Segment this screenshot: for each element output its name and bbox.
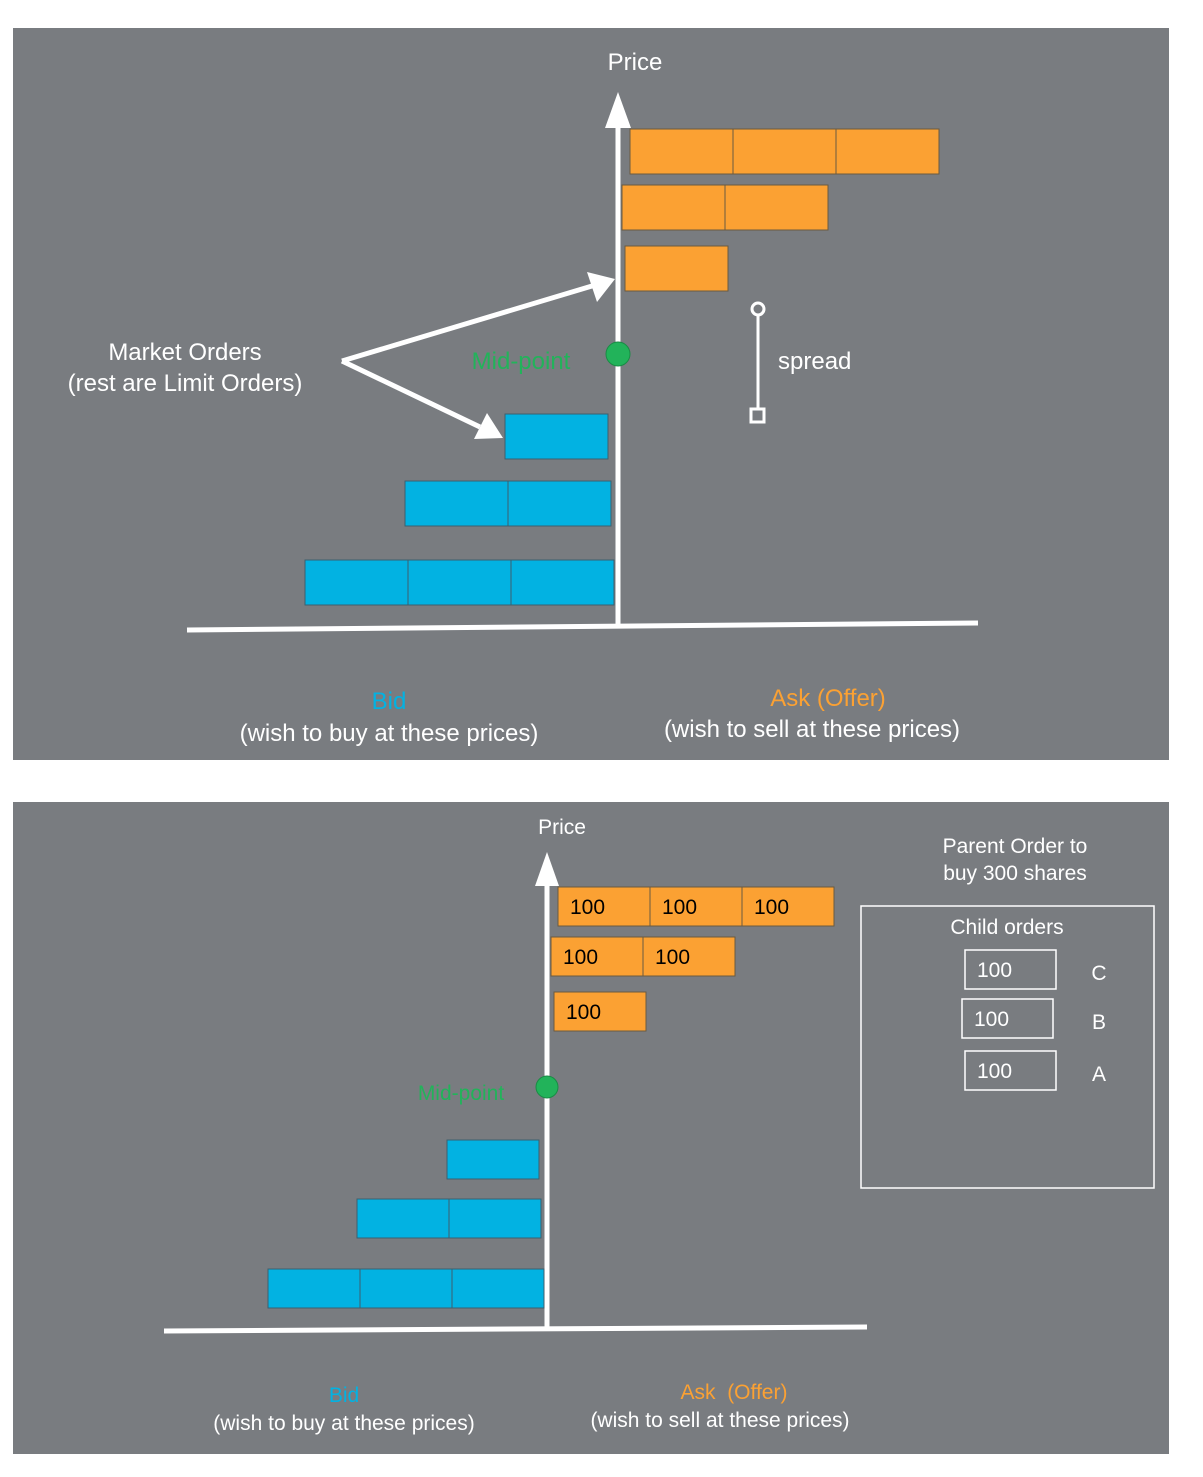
top-price-label: Price [608, 49, 663, 76]
top-ask-levels [621, 128, 940, 292]
bottom-bid-order-block [267, 1268, 361, 1309]
top-ask-subtitle: (wish to sell at these prices) [664, 716, 960, 743]
bottom-ask-order-qty: 100 [754, 896, 789, 919]
bottom-ask-order-block [741, 886, 835, 927]
market-order-arrowhead-ask [587, 272, 615, 302]
bottom-ask-order-block [642, 936, 736, 977]
market-order-arrow-bid [340, 358, 482, 430]
top-price-axis-arrowhead [605, 92, 631, 128]
spread-bottom-marker [749, 407, 766, 424]
top-bid-title: Bid [372, 688, 407, 715]
rest-limit-orders-label: (rest are Limit Orders) [68, 370, 303, 397]
child-orders-list: 100 C 100 B 100 A [961, 949, 1107, 1091]
parent-order-line2: buy 300 shares [943, 862, 1087, 885]
child-order-label: C [1091, 962, 1106, 985]
bottom-price-label: Price [538, 816, 586, 839]
bottom-bid-title: Bid [329, 1384, 359, 1407]
bottom-midpoint-dot [535, 1075, 559, 1099]
bottom-price-axis-arrowhead [535, 852, 559, 886]
top-ask-order-block [621, 184, 726, 231]
top-ask-order-block [835, 128, 940, 175]
parent-order-line1: Parent Order to [943, 835, 1088, 858]
bottom-panel: 100 100 100 100 100 100 100 C 100 B 100 A Price Mi… [0, 802, 1203, 1454]
bottom-ask-order-block [649, 886, 743, 927]
top-ask-order-block [624, 245, 729, 292]
top-baseline [186, 620, 979, 633]
top-bid-order-block [304, 559, 409, 606]
top-ask-order-block [732, 128, 837, 175]
child-order-qty: 100 [977, 1060, 1012, 1083]
bottom-ask-order-qty: 100 [566, 1001, 601, 1024]
bottom-ask-order-block [550, 936, 644, 977]
market-orders-label: Market Orders [108, 339, 261, 366]
bottom-ask-order-qty: 100 [662, 896, 697, 919]
market-order-arrowhead-bid [474, 413, 503, 439]
bottom-ask-order-qty: 100 [563, 946, 598, 969]
bottom-ask-order-qty: 100 [655, 946, 690, 969]
top-bid-order-block [507, 480, 612, 527]
bottom-ask-order-qty: 100 [570, 896, 605, 919]
top-ask-title: Ask (Offer) [770, 685, 886, 712]
top-midpoint-dot [605, 341, 631, 367]
child-order-qty: 100 [974, 1008, 1009, 1031]
child-orders-box [860, 905, 1155, 1189]
child-order-box [961, 998, 1054, 1039]
bottom-bid-order-block [356, 1198, 450, 1239]
spread-top-marker [750, 301, 766, 317]
top-panel-background [13, 28, 1169, 760]
bottom-ask-levels: 100 100 100 100 100 100 [550, 886, 835, 1032]
bottom-ask-title: Ask (Offer) [681, 1381, 788, 1404]
child-order-qty: 100 [977, 959, 1012, 982]
bottom-diagram: 100 100 100 100 100 100 100 C 100 B 100 A Price Mi… [13, 802, 1169, 1454]
top-midpoint-label: Mid-point [472, 348, 571, 375]
top-ask-order-block [629, 128, 734, 175]
top-panel: Price Market Orders (rest are Limit Orde… [0, 28, 1203, 760]
top-diagram: Price Market Orders (rest are Limit Orde… [13, 28, 1169, 760]
top-ask-order-block [724, 184, 829, 231]
top-bid-subtitle: (wish to buy at these prices) [240, 720, 539, 747]
market-order-arrow-ask [341, 283, 593, 364]
spread-label: spread [778, 348, 851, 375]
child-order-label: A [1092, 1063, 1106, 1086]
bottom-bid-order-block [446, 1139, 540, 1180]
top-bid-order-block [404, 480, 509, 527]
top-bid-order-block [504, 413, 609, 460]
bottom-bid-subtitle: (wish to buy at these prices) [213, 1412, 474, 1435]
child-orders-title: Child orders [950, 916, 1063, 939]
child-order-box [964, 949, 1057, 990]
top-bid-order-block [407, 559, 512, 606]
bottom-bid-order-block [448, 1198, 542, 1239]
bottom-baseline [163, 1324, 868, 1334]
bottom-ask-subtitle: (wish to sell at these prices) [590, 1409, 849, 1432]
top-bid-order-block [510, 559, 615, 606]
child-order-label: B [1092, 1011, 1106, 1034]
top-bid-levels [304, 413, 615, 606]
bottom-ask-order-block [553, 991, 647, 1032]
bottom-bid-order-block [451, 1268, 545, 1309]
bottom-ask-order-block [557, 886, 651, 927]
bottom-midpoint-label: Mid-point [418, 1082, 505, 1105]
bottom-bid-order-block [359, 1268, 453, 1309]
child-order-box [964, 1050, 1057, 1091]
bottom-bid-levels [267, 1139, 545, 1309]
